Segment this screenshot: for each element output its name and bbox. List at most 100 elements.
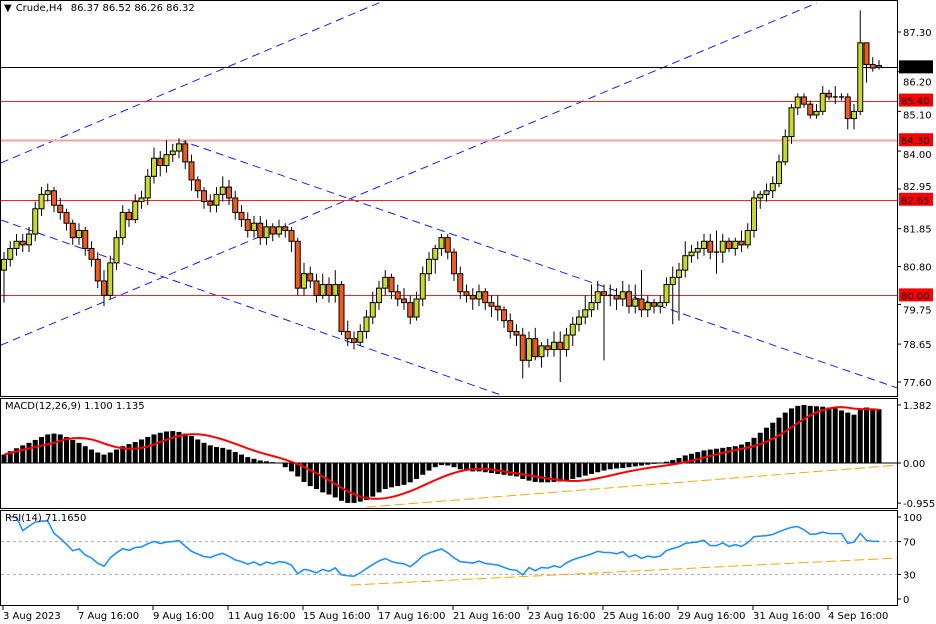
channel-trendline[interactable]: [1, 0, 386, 164]
macd-histogram-bar: [551, 463, 557, 482]
candle: [551, 331, 557, 357]
candle-body: [307, 273, 314, 282]
macd-histogram-bar: [482, 463, 488, 473]
candle: [557, 331, 564, 382]
candle: [776, 154, 782, 188]
candle-body: [357, 330, 364, 343]
candle-body: [82, 229, 89, 249]
candle-body: [163, 154, 170, 166]
candle: [338, 280, 345, 336]
macd-histogram-bar: [851, 414, 857, 463]
price-axis-label: 77.60: [903, 378, 932, 389]
macd-histogram-bar: [26, 442, 32, 463]
macd-histogram-bar: [420, 463, 426, 475]
candle-body: [557, 341, 564, 351]
macd-histogram-bar: [801, 405, 807, 463]
candle: [7, 241, 14, 267]
candle: [819, 86, 826, 115]
macd-histogram-bar: [332, 463, 338, 498]
time-axis-label: 15 Aug 16:00: [303, 611, 370, 622]
price-tag-bg: [899, 60, 933, 74]
candle: [757, 190, 764, 209]
candle-body: [126, 211, 132, 221]
candle: [32, 201, 39, 242]
candle: [157, 151, 164, 177]
candle-body: [401, 298, 407, 304]
candle-body: [438, 237, 445, 249]
candle-body: [669, 276, 676, 286]
candle-body: [876, 65, 882, 68]
macd-histogram-bar: [864, 407, 869, 463]
macd-histogram-bar: [414, 463, 419, 479]
candle: [169, 143, 176, 162]
rsi-line: [10, 516, 880, 578]
channel-trendline[interactable]: [178, 139, 898, 389]
channel-trendline[interactable]: [1, 219, 502, 396]
candle: [469, 288, 476, 310]
candle-body: [757, 193, 764, 199]
candle-body: [688, 251, 695, 257]
candle-body: [419, 273, 426, 300]
candle-body: [813, 110, 820, 116]
macd-histogram-bar: [695, 452, 701, 463]
time-axis-label: 4 Sep 16:00: [828, 611, 888, 622]
macd-histogram-bar: [645, 463, 651, 465]
candle-body: [513, 330, 520, 336]
macd-histogram-bar: [139, 439, 144, 463]
time-axis-label: 17 Aug 16:00: [378, 611, 445, 622]
candle: [782, 129, 789, 166]
candle-body: [319, 284, 326, 296]
candle: [1, 252, 7, 303]
time-axis-label: 23 Aug 16:00: [528, 611, 595, 622]
candle: [751, 190, 757, 238]
candle: [326, 277, 332, 303]
macd-header: MACD(12,26,9) 1.100 1.135: [5, 401, 145, 412]
macd-histogram-bar: [476, 463, 482, 472]
rsi-axis-label: 70: [903, 538, 916, 549]
candle-body: [694, 247, 701, 253]
candle-body: [251, 222, 257, 231]
price-axis-label: 80.80: [903, 263, 932, 274]
macd-histogram-bar: [326, 463, 332, 495]
channel-trendline[interactable]: [1, 2, 817, 346]
candle-body: [176, 143, 182, 152]
candle-body: [663, 284, 670, 304]
macd-histogram-bar: [770, 422, 776, 463]
candle: [269, 223, 276, 242]
candle: [813, 104, 820, 119]
candle-body: [269, 226, 276, 235]
candle-body: [613, 294, 620, 300]
candle-body: [138, 197, 145, 203]
candle-body: [226, 186, 232, 199]
candle: [451, 248, 457, 281]
candle: [307, 266, 314, 289]
macd-histogram-bar: [670, 460, 676, 463]
macd-histogram-bar: [376, 463, 382, 493]
price-axis-label: 85.10: [903, 111, 932, 122]
dropdown-triangle-icon[interactable]: ▼: [4, 3, 12, 14]
candle-body: [576, 316, 582, 325]
price-tag-bg: [899, 133, 933, 147]
candle: [482, 288, 489, 310]
candle: [794, 93, 801, 115]
rsi-trendline[interactable]: [350, 557, 898, 586]
candle-body: [488, 302, 495, 307]
macd-histogram-bar: [689, 453, 694, 463]
macd-trendline[interactable]: [366, 464, 898, 508]
macd-histogram-bar: [557, 463, 563, 482]
macd-histogram-bar: [389, 463, 394, 488]
candle: [132, 194, 139, 224]
macd-axis-label: 0.00: [903, 459, 925, 470]
macd-histogram-bar: [539, 463, 544, 483]
candle: [276, 219, 282, 238]
candle: [669, 266, 676, 325]
time-axis-label: 11 Aug 16:00: [228, 611, 295, 622]
candle-body: [463, 291, 470, 296]
candle: [526, 331, 532, 368]
candle-body: [526, 338, 532, 361]
macd-histogram-bar: [857, 408, 863, 463]
candle: [844, 93, 851, 130]
candle-body: [807, 103, 814, 116]
candle-body: [619, 291, 626, 300]
